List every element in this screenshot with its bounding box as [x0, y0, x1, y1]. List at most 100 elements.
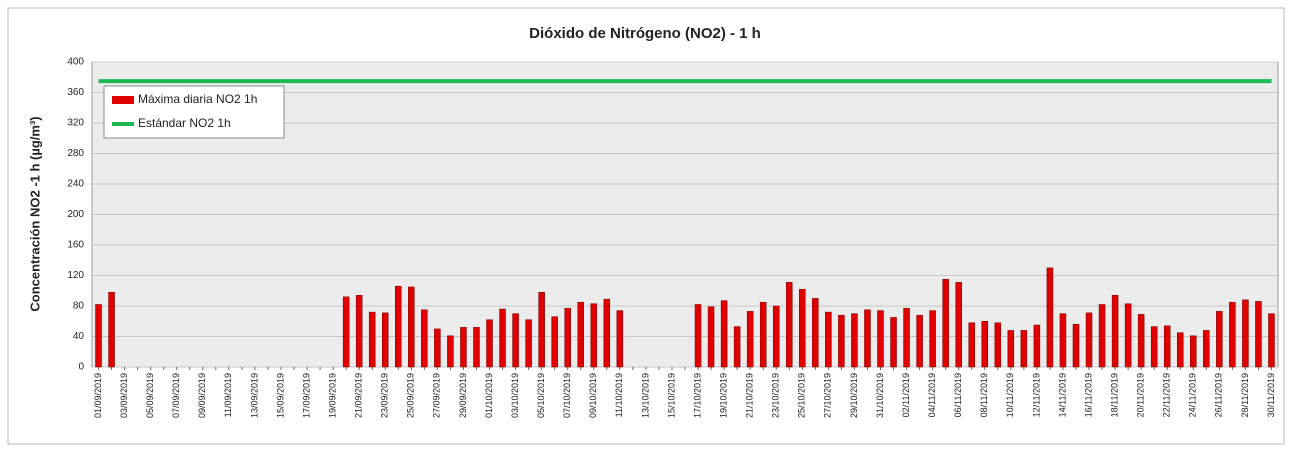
x-tick-label: 13/10/2019 [640, 373, 650, 418]
bar [825, 311, 832, 368]
bar [851, 313, 858, 368]
bar [108, 292, 115, 368]
bar [447, 335, 454, 368]
bar [1203, 330, 1210, 368]
y-tick-label: 400 [67, 57, 84, 68]
bar [1085, 312, 1093, 368]
bar [838, 314, 845, 368]
bar [525, 319, 532, 368]
bar [577, 301, 584, 368]
bar [1033, 324, 1041, 368]
x-tick-label: 27/10/2019 [823, 373, 833, 418]
bar [1242, 299, 1249, 368]
x-tick-label: 01/09/2019 [93, 373, 103, 418]
bar [486, 319, 493, 368]
y-tick-label: 240 [67, 179, 84, 190]
bar [1111, 295, 1119, 368]
x-tick-label: 17/09/2019 [301, 373, 311, 418]
x-tick-label: 29/09/2019 [458, 373, 468, 418]
bar [1020, 330, 1028, 368]
x-tick-label: 31/10/2019 [875, 373, 885, 418]
x-tick-label: 03/09/2019 [119, 373, 129, 418]
y-tick-label: 40 [73, 331, 85, 342]
bar [786, 282, 793, 368]
x-tick-label: 05/10/2019 [536, 373, 546, 418]
bar [1163, 325, 1171, 368]
x-tick-label: 13/09/2019 [249, 373, 259, 418]
bar [1124, 303, 1132, 368]
x-tick-label: 29/10/2019 [849, 373, 859, 418]
bar [864, 309, 871, 368]
x-tick-label: 26/11/2019 [1214, 373, 1224, 417]
x-tick-label: 11/09/2019 [223, 373, 233, 417]
x-tick-label: 19/10/2019 [718, 373, 728, 418]
bar [1007, 330, 1015, 368]
x-tick-label: 20/11/2019 [1136, 373, 1146, 417]
y-tick-label: 80 [73, 301, 85, 312]
bar [1255, 301, 1262, 368]
bar [733, 326, 741, 368]
bar [355, 295, 363, 368]
bar [1137, 314, 1145, 368]
x-tick-label: 19/09/2019 [327, 373, 337, 418]
x-tick-label: 02/11/2019 [901, 373, 911, 417]
x-tick-label: 01/10/2019 [484, 373, 494, 418]
bar [1072, 324, 1080, 368]
x-tick-label: 14/11/2019 [1057, 373, 1067, 417]
bar [395, 285, 402, 368]
x-tick-label: 21/10/2019 [745, 373, 755, 418]
x-tick-label: 16/11/2019 [1083, 373, 1093, 417]
bar [877, 310, 884, 368]
legend-swatch [112, 96, 134, 104]
x-tick-label: 12/11/2019 [1031, 373, 1041, 417]
bar [368, 311, 376, 368]
x-tick-label: 15/09/2019 [275, 373, 285, 418]
bar [759, 301, 767, 368]
y-tick-label: 320 [67, 118, 84, 129]
legend-label: Máxima diaria NO2 1h [138, 92, 257, 106]
y-tick-label: 200 [67, 209, 84, 220]
bar [942, 279, 949, 368]
bar [1150, 326, 1158, 368]
bar [955, 282, 962, 368]
bar [460, 327, 467, 368]
bar [95, 304, 102, 368]
x-tick-label: 09/10/2019 [588, 373, 598, 418]
bar [499, 308, 506, 368]
x-tick-label: 30/11/2019 [1266, 373, 1276, 417]
x-tick-label: 23/09/2019 [380, 373, 390, 418]
x-tick-label: 07/09/2019 [171, 373, 181, 418]
y-tick-label: 120 [67, 270, 84, 281]
x-tick-label: 11/10/2019 [614, 373, 624, 417]
x-tick-label: 05/09/2019 [145, 373, 155, 418]
bar [890, 317, 897, 368]
x-tick-label: 08/11/2019 [979, 373, 989, 417]
bar [564, 308, 571, 368]
bar [1216, 311, 1223, 368]
bar [812, 298, 819, 368]
x-tick-label: 10/11/2019 [1005, 373, 1015, 417]
bar [968, 322, 975, 368]
x-tick-label: 15/10/2019 [666, 373, 676, 418]
bar [981, 321, 989, 368]
x-tick-label: 09/09/2019 [197, 373, 207, 418]
legend-label: Estándar NO2 1h [138, 116, 231, 130]
y-tick-label: 0 [78, 362, 84, 373]
bar [929, 310, 936, 368]
x-tick-label: 17/10/2019 [692, 373, 702, 418]
bar [590, 303, 598, 368]
bar [434, 328, 441, 368]
bar [1190, 335, 1197, 368]
bar [1098, 304, 1106, 368]
bar [799, 288, 806, 368]
x-tick-label: 28/11/2019 [1240, 373, 1250, 417]
x-tick-label: 25/10/2019 [797, 373, 807, 418]
bar [720, 300, 728, 368]
bar [381, 312, 389, 368]
chart-title: Dióxido de Nitrógeno (NO2) - 1 h [529, 25, 761, 42]
bar [603, 298, 611, 368]
bar [1177, 332, 1184, 368]
bar [746, 311, 754, 368]
bar [616, 310, 624, 368]
bar [916, 314, 923, 368]
